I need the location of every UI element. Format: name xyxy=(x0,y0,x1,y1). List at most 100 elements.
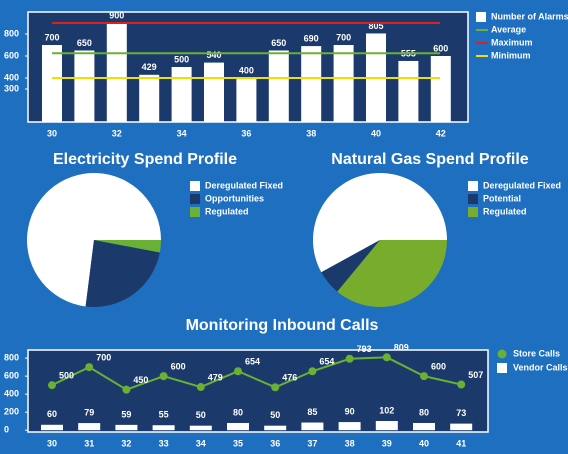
bar xyxy=(375,421,398,431)
bar xyxy=(268,50,289,122)
data-label: 500 xyxy=(174,54,189,64)
chart-title: Electricity Spend Profile xyxy=(53,151,237,168)
x-tick-label: 39 xyxy=(382,438,392,448)
data-label: 102 xyxy=(379,405,394,415)
x-tick-label: 31 xyxy=(84,438,94,448)
bar xyxy=(41,424,63,431)
bar xyxy=(171,67,192,122)
point xyxy=(308,367,317,376)
data-label: 479 xyxy=(208,372,223,382)
x-tick-label: 38 xyxy=(345,438,355,448)
bar xyxy=(106,23,127,122)
legend-swatch xyxy=(497,363,507,373)
data-label: 79 xyxy=(84,407,94,417)
y-tick-label: 400 xyxy=(4,72,19,82)
bar xyxy=(227,422,249,431)
data-label: 700 xyxy=(44,32,59,42)
y-tick-label: 800 xyxy=(4,352,19,362)
data-label: 650 xyxy=(271,38,286,48)
legend-label: Maximum xyxy=(491,37,533,47)
point xyxy=(271,383,280,392)
legend-label: Deregulated Fixed xyxy=(205,180,283,190)
legend-label: Average xyxy=(491,24,526,34)
legend-label: Regulated xyxy=(205,206,249,216)
legend-swatch xyxy=(497,349,507,359)
data-label: 900 xyxy=(109,10,124,20)
legend-swatch xyxy=(468,181,478,191)
point xyxy=(382,353,391,362)
bar xyxy=(139,74,160,122)
legend-label: Number of Alarms xyxy=(491,11,568,21)
x-tick-label: 40 xyxy=(419,438,429,448)
data-label: 793 xyxy=(357,344,372,354)
data-label: 85 xyxy=(307,407,317,417)
x-tick-label: 30 xyxy=(47,128,57,138)
x-tick-label: 37 xyxy=(307,438,317,448)
legend-label: Minimum xyxy=(491,50,531,60)
y-tick-label: 600 xyxy=(4,371,19,381)
data-label: 690 xyxy=(304,33,319,43)
point xyxy=(159,372,168,381)
pie-slice xyxy=(94,240,161,253)
bar xyxy=(78,423,101,431)
legend-label: Potential xyxy=(483,193,521,203)
chart-title: Monitoring Inbound Calls xyxy=(186,317,379,334)
x-tick-label: 38 xyxy=(306,128,316,138)
y-tick-label: 200 xyxy=(4,407,19,417)
data-label: 700 xyxy=(336,32,351,42)
bar xyxy=(74,50,95,122)
y-tick-label: 800 xyxy=(4,28,19,38)
y-tick-label: 600 xyxy=(4,50,19,60)
bar xyxy=(301,422,324,431)
bar xyxy=(152,425,175,431)
bar xyxy=(413,422,435,431)
data-label: 600 xyxy=(431,362,446,372)
y-tick-label: 0 xyxy=(4,425,9,435)
point xyxy=(85,363,94,372)
x-tick-label: 32 xyxy=(121,438,131,448)
bar xyxy=(264,425,287,431)
legend-label: Opportunities xyxy=(205,193,264,203)
data-label: 600 xyxy=(433,43,448,53)
x-tick-label: 34 xyxy=(177,128,187,138)
point xyxy=(457,380,466,389)
legend-swatch xyxy=(476,12,486,22)
legend-label: Vendor Calls xyxy=(513,362,568,372)
data-label: 50 xyxy=(270,410,280,420)
bar xyxy=(236,78,257,122)
bar xyxy=(398,60,419,122)
legend-swatch xyxy=(190,181,200,191)
bar xyxy=(450,423,473,431)
pie-slice xyxy=(321,240,380,292)
point xyxy=(122,385,131,394)
line xyxy=(51,356,462,391)
x-tick-label: 35 xyxy=(233,438,243,448)
data-label: 80 xyxy=(419,407,429,417)
data-label: 500 xyxy=(59,371,74,381)
legend-label: Deregulated Fixed xyxy=(483,180,561,190)
data-label: 90 xyxy=(345,406,355,416)
y-tick-label: 400 xyxy=(4,389,19,399)
data-label: 59 xyxy=(121,409,131,419)
point xyxy=(234,367,242,376)
data-label: 80 xyxy=(233,407,243,417)
x-tick-label: 33 xyxy=(159,438,169,448)
calls-panel xyxy=(27,349,489,433)
pie-slice xyxy=(85,240,160,307)
data-label: 476 xyxy=(282,373,297,383)
bar xyxy=(42,45,62,122)
data-label: 650 xyxy=(77,38,92,48)
data-label: 700 xyxy=(96,352,111,362)
legend-swatch xyxy=(468,194,478,204)
bar xyxy=(338,422,361,431)
legend-swatch xyxy=(468,207,478,217)
data-label: 600 xyxy=(171,362,186,372)
bar xyxy=(333,45,354,122)
data-label: 73 xyxy=(456,408,466,418)
legend-label: Store Calls xyxy=(513,348,560,358)
data-label: 809 xyxy=(394,343,409,353)
data-label: 654 xyxy=(319,357,334,367)
data-label: 60 xyxy=(47,409,57,419)
